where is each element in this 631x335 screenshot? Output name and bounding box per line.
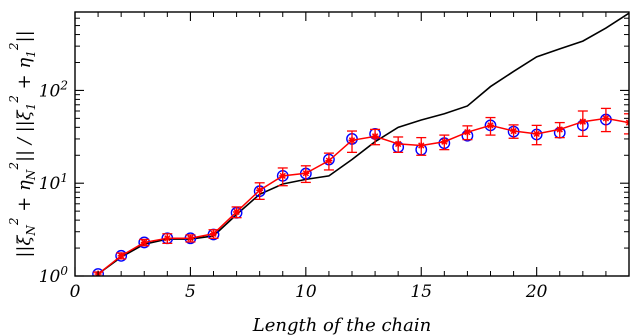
- red-star-marker: [186, 234, 194, 242]
- blue-circle-point: [115, 249, 128, 262]
- red-star-marker: [602, 114, 610, 122]
- red-star-marker: [233, 208, 241, 216]
- red-star-marker: [256, 186, 264, 194]
- red-star-marker: [440, 138, 448, 146]
- red-star-marker: [417, 141, 425, 149]
- red-star-marker: [533, 130, 541, 138]
- red-star-marker: [463, 128, 471, 136]
- red-star-marker: [510, 127, 518, 135]
- red-star-marker: [487, 121, 494, 129]
- red-star-marker: [210, 230, 217, 238]
- x-axis-label: Length of the chain: [252, 315, 431, 335]
- x-tick-label: 15: [410, 282, 432, 302]
- red-star-marker: [394, 140, 402, 148]
- red-star-marker: [279, 172, 287, 180]
- x-tick-label: 10: [295, 282, 317, 302]
- y-tick-label: 102: [39, 78, 68, 101]
- red-star-marker: [556, 125, 564, 133]
- red-star-marker: [625, 119, 629, 127]
- y-tick-label: 100: [39, 264, 69, 287]
- y-tick-label: 101: [39, 171, 68, 194]
- x-tick-label: 0: [70, 282, 81, 302]
- red-star-marker: [117, 252, 125, 260]
- series-black-line: [97, 12, 629, 275]
- blue-circle-point: [92, 268, 104, 276]
- series-red-line: [97, 117, 629, 275]
- red-star-marker: [579, 118, 587, 126]
- axis-ticks: 0 5 10 15 20 100 101 102: [39, 11, 630, 302]
- plot-content: [92, 12, 629, 276]
- red-error-bar: [624, 113, 629, 135]
- y-axis-label-text: ||ξN2 + ηN2|| / ||ξ12 + η12||: [7, 30, 38, 257]
- x-tick-label: 20: [525, 282, 548, 302]
- y-axis-label: ||ξN2 + ηN2|| / ||ξ12 + η12||: [7, 30, 38, 257]
- red-star-marker: [140, 238, 148, 246]
- blue-circle-point: [138, 236, 151, 249]
- x-tick-label: 5: [185, 282, 196, 302]
- red-star-marker: [325, 157, 333, 165]
- red-star-marker: [302, 169, 310, 177]
- red-star-marker: [371, 132, 379, 140]
- red-star-marker: [348, 136, 356, 144]
- red-star-marker: [163, 234, 171, 242]
